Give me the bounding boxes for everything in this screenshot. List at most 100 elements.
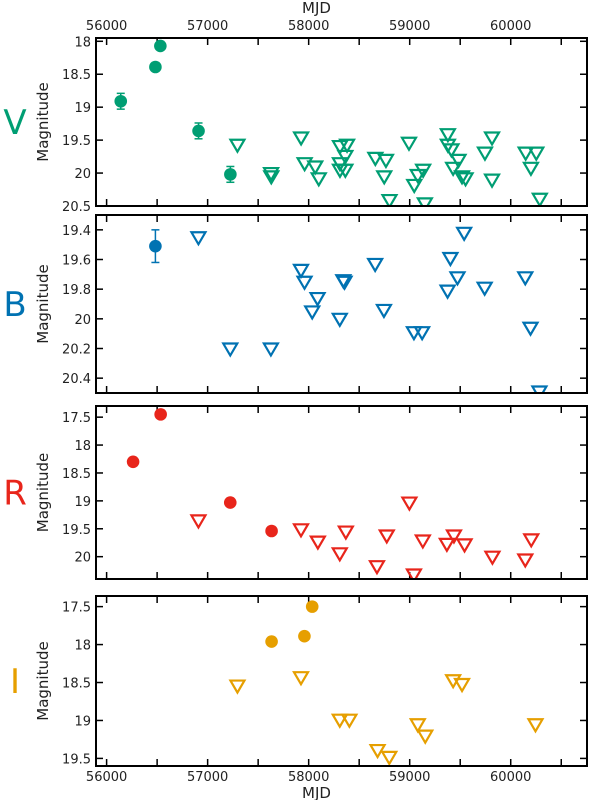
upper-limit-marker (308, 291, 327, 308)
upper-limit-marker (292, 263, 310, 280)
upper-limit-marker (521, 321, 540, 337)
upper-limit-marker (377, 153, 395, 170)
upper-limit-marker (330, 713, 349, 729)
y-tick-label: 18.5 (62, 68, 91, 83)
y-tick-label: 18.5 (62, 677, 91, 692)
upper-limit-marker (189, 514, 208, 530)
upper-limit-marker (338, 138, 356, 154)
upper-limit-marker (438, 128, 457, 144)
upper-limit-marker (366, 151, 385, 168)
panel-B: 19.4 19.6 19.8 20 20.2 20.4 Magnitude B (3, 214, 588, 394)
upper-limit-marker (330, 547, 349, 563)
upper-limit-marker (526, 718, 545, 734)
x-tick-label: 57000 (187, 19, 228, 34)
x-tick-label: 58000 (288, 770, 329, 785)
upper-limit-marker (368, 560, 386, 576)
upper-limit-marker (292, 523, 310, 539)
x-axis-title: MJD (302, 0, 331, 17)
upper-limit-marker (336, 525, 355, 541)
y-tick-label: 18 (74, 439, 91, 454)
upper-limit-marker (408, 718, 427, 734)
x-tick-label: 58000 (288, 19, 329, 34)
x-tick-label: 59000 (389, 19, 430, 34)
plot-area (228, 600, 545, 766)
y-tick-label: 20.2 (62, 343, 91, 358)
detection-point (154, 408, 167, 421)
upper-limit-marker (483, 131, 501, 147)
y-tick-label: 20 (74, 167, 91, 182)
detection-point (149, 60, 162, 74)
upper-limit-marker (221, 342, 240, 358)
y-tick-label: 18 (74, 35, 91, 50)
upper-limit-marker (262, 166, 280, 183)
upper-limit-marker (522, 161, 540, 177)
upper-limit-marker (414, 163, 433, 179)
upper-limit-marker (335, 275, 354, 291)
upper-limit-marker (522, 533, 541, 549)
upper-limit-marker (415, 197, 434, 206)
x-tick-label: 56000 (86, 19, 127, 34)
y-tick-label: 19.6 (62, 254, 91, 269)
upper-limit-marker (400, 496, 419, 512)
upper-limit-marker (483, 550, 502, 566)
x-tick-label: 60000 (490, 770, 531, 785)
detection-point (298, 629, 311, 643)
x-tick-label: 59000 (389, 770, 430, 785)
y-tick-label: 20 (74, 313, 91, 328)
y-axis-title: Magnitude (34, 641, 52, 720)
upper-limit-marker (295, 157, 314, 173)
upper-limit-marker (340, 713, 359, 729)
y-tick-label: 17.5 (62, 601, 91, 616)
upper-limit-marker (228, 679, 247, 695)
y-tick-label: 20 (74, 551, 91, 566)
upper-limit-marker (380, 193, 399, 206)
detection-point (223, 496, 237, 509)
y-tick-label: 19.5 (62, 134, 91, 149)
upper-limit-marker (405, 178, 424, 195)
upper-limit-marker (441, 251, 460, 268)
upper-limit-marker (405, 568, 423, 579)
upper-limit-marker (476, 146, 494, 162)
detection-point (126, 455, 140, 469)
detection-point (114, 94, 128, 108)
y-tick-label: 18.5 (62, 467, 91, 482)
detection-point (224, 168, 237, 181)
upper-limit-marker (189, 231, 208, 247)
upper-limit-marker (475, 281, 494, 297)
upper-limit-marker (516, 146, 535, 162)
y-tick-label: 19.5 (62, 523, 91, 538)
plot-frame (95, 595, 588, 767)
y-axis-title: Magnitude (34, 453, 52, 532)
y-tick-label: 19.5 (62, 752, 91, 767)
upper-limit-marker (228, 138, 247, 154)
detection-point (265, 635, 278, 648)
upper-limit-marker (330, 312, 349, 329)
y-tick-label: 18 (74, 639, 91, 654)
plot-area (126, 408, 541, 579)
y-axis-title: Magnitude (34, 82, 52, 161)
upper-limit-marker (295, 275, 314, 291)
upper-limit-marker (336, 149, 355, 166)
upper-limit-marker (449, 153, 468, 170)
x-tick-label: 56000 (86, 770, 127, 785)
upper-limit-marker (453, 170, 471, 186)
panel-V: 18 18.5 19 19.5 20 20.5 56000 57000 58000 59000 60… (3, 0, 588, 215)
y-axis-title: Magnitude (34, 264, 52, 343)
plot-frame (95, 37, 588, 207)
y-tick-label: 20.4 (62, 372, 91, 387)
x-tick-label: 57000 (187, 770, 228, 785)
y-tick-label: 20.5 (62, 200, 91, 215)
upper-limit-marker (438, 284, 457, 300)
plot-frame (95, 405, 588, 580)
upper-limit-marker (336, 163, 355, 179)
detection-point (149, 239, 162, 253)
y-tick-label: 19 (74, 714, 91, 729)
upper-limit-marker (527, 146, 546, 162)
y-tick-label: 19 (74, 101, 91, 116)
upper-limit-marker (442, 143, 461, 159)
upper-limit-marker (445, 529, 463, 545)
upper-limit-marker (262, 170, 281, 186)
band-label: B (3, 285, 26, 325)
band-label: V (3, 103, 26, 143)
